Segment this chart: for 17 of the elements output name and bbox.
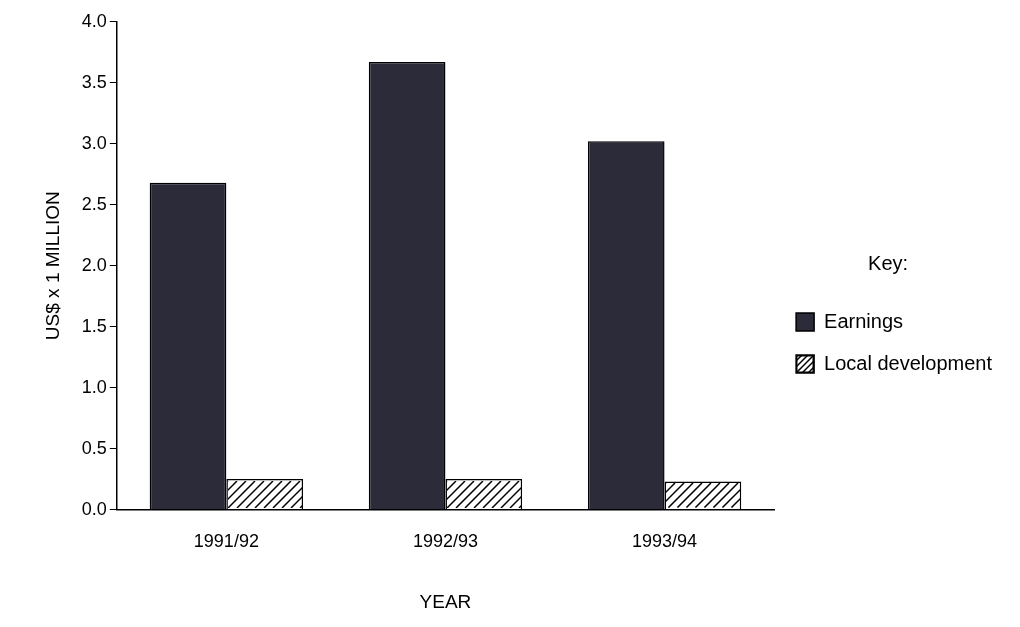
y-tick-label: 2.5	[81, 193, 107, 214]
legend-title: Key:	[868, 251, 909, 274]
y-tick-label: 4.0	[81, 10, 107, 31]
y-tick-label: 1.5	[81, 315, 107, 336]
y-tick-label: 0.5	[81, 437, 107, 458]
text: Local development	[824, 351, 993, 374]
x-axis-title: YEAR	[419, 590, 472, 612]
y-tick-label: 0.0	[81, 498, 107, 519]
x-tick-label: 1992/93	[412, 531, 478, 552]
y-axis-title: US$ x 1 MILLION	[41, 191, 63, 341]
y-tick-label: 1.0	[81, 376, 107, 397]
x-tick-label: 1993/94	[632, 531, 698, 552]
y-tick-label: 3.5	[81, 71, 107, 92]
y-tick-label: 3.0	[81, 132, 107, 153]
x-tick-label: 1991/92	[193, 531, 259, 552]
legend-label: Earnings	[824, 309, 904, 332]
y-tick-label: 2.0	[81, 254, 107, 275]
